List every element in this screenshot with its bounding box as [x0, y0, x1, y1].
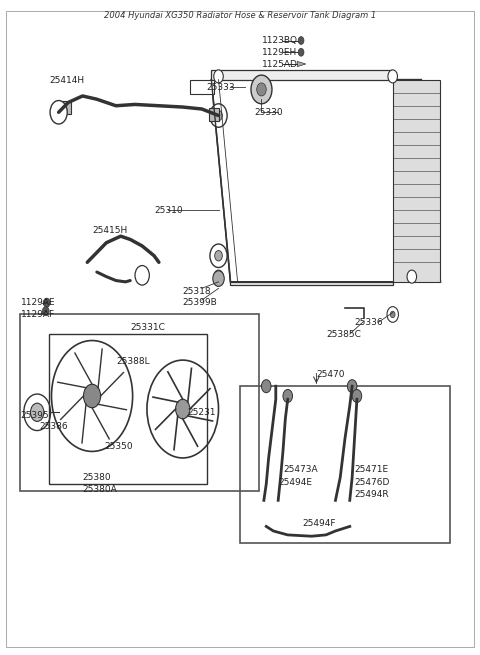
Circle shape — [176, 400, 190, 419]
Bar — [209, 108, 218, 121]
Bar — [61, 100, 71, 113]
Text: 25330: 25330 — [254, 108, 283, 117]
Circle shape — [348, 380, 357, 393]
Text: 2004 Hyundai XG350 Radiator Hose & Reservoir Tank Diagram 1: 2004 Hyundai XG350 Radiator Hose & Reser… — [104, 11, 376, 20]
Circle shape — [262, 380, 271, 393]
Circle shape — [390, 311, 395, 318]
Text: 1125AD: 1125AD — [262, 60, 297, 69]
Text: 25388L: 25388L — [116, 357, 150, 366]
Text: 25494F: 25494F — [302, 519, 336, 528]
Circle shape — [214, 270, 223, 283]
Text: 25473A: 25473A — [283, 465, 318, 474]
Text: 1129AF: 1129AF — [21, 310, 55, 319]
Circle shape — [42, 307, 49, 316]
Circle shape — [388, 70, 397, 83]
Circle shape — [283, 390, 292, 403]
Text: 25494R: 25494R — [355, 490, 389, 499]
Circle shape — [31, 403, 44, 421]
Text: 25494E: 25494E — [278, 477, 312, 487]
Text: 25414H: 25414H — [49, 77, 84, 85]
Text: 25395: 25395 — [21, 411, 49, 420]
Text: 25380A: 25380A — [83, 485, 117, 494]
Text: 25399B: 25399B — [183, 298, 217, 307]
Circle shape — [43, 298, 50, 307]
Circle shape — [352, 390, 362, 403]
Circle shape — [387, 307, 398, 322]
Text: 25231: 25231 — [188, 408, 216, 417]
Bar — [190, 80, 214, 94]
Circle shape — [298, 48, 304, 56]
Polygon shape — [211, 70, 393, 80]
Text: 25331C: 25331C — [130, 323, 165, 332]
Circle shape — [210, 103, 227, 127]
Text: 25415H: 25415H — [92, 227, 127, 235]
Text: 1129AE: 1129AE — [21, 298, 55, 307]
Text: 25350: 25350 — [104, 441, 132, 451]
Text: 25386: 25386 — [39, 422, 68, 431]
Text: 25385C: 25385C — [326, 329, 361, 339]
Circle shape — [213, 271, 224, 286]
Circle shape — [135, 265, 149, 285]
Text: 25310: 25310 — [154, 206, 183, 215]
Text: 1129EH: 1129EH — [262, 48, 297, 57]
Circle shape — [257, 83, 266, 96]
Circle shape — [215, 110, 222, 121]
Text: 25318: 25318 — [183, 287, 211, 296]
Circle shape — [214, 70, 223, 83]
Text: 25476D: 25476D — [355, 477, 390, 487]
Text: 25333: 25333 — [206, 83, 235, 92]
Circle shape — [50, 100, 67, 124]
Polygon shape — [297, 62, 306, 67]
Circle shape — [298, 37, 304, 45]
Text: 25470: 25470 — [316, 370, 345, 379]
Text: 25336: 25336 — [355, 318, 383, 327]
Polygon shape — [393, 80, 441, 282]
Circle shape — [251, 75, 272, 103]
Circle shape — [215, 251, 222, 261]
Circle shape — [84, 384, 101, 407]
Bar — [240, 386, 450, 543]
Text: 25471E: 25471E — [355, 465, 389, 474]
Polygon shape — [230, 282, 393, 285]
Text: 25380: 25380 — [83, 473, 111, 482]
Circle shape — [210, 244, 227, 267]
Circle shape — [407, 270, 417, 283]
Text: 1123BQ: 1123BQ — [262, 36, 298, 45]
Bar — [21, 314, 259, 491]
